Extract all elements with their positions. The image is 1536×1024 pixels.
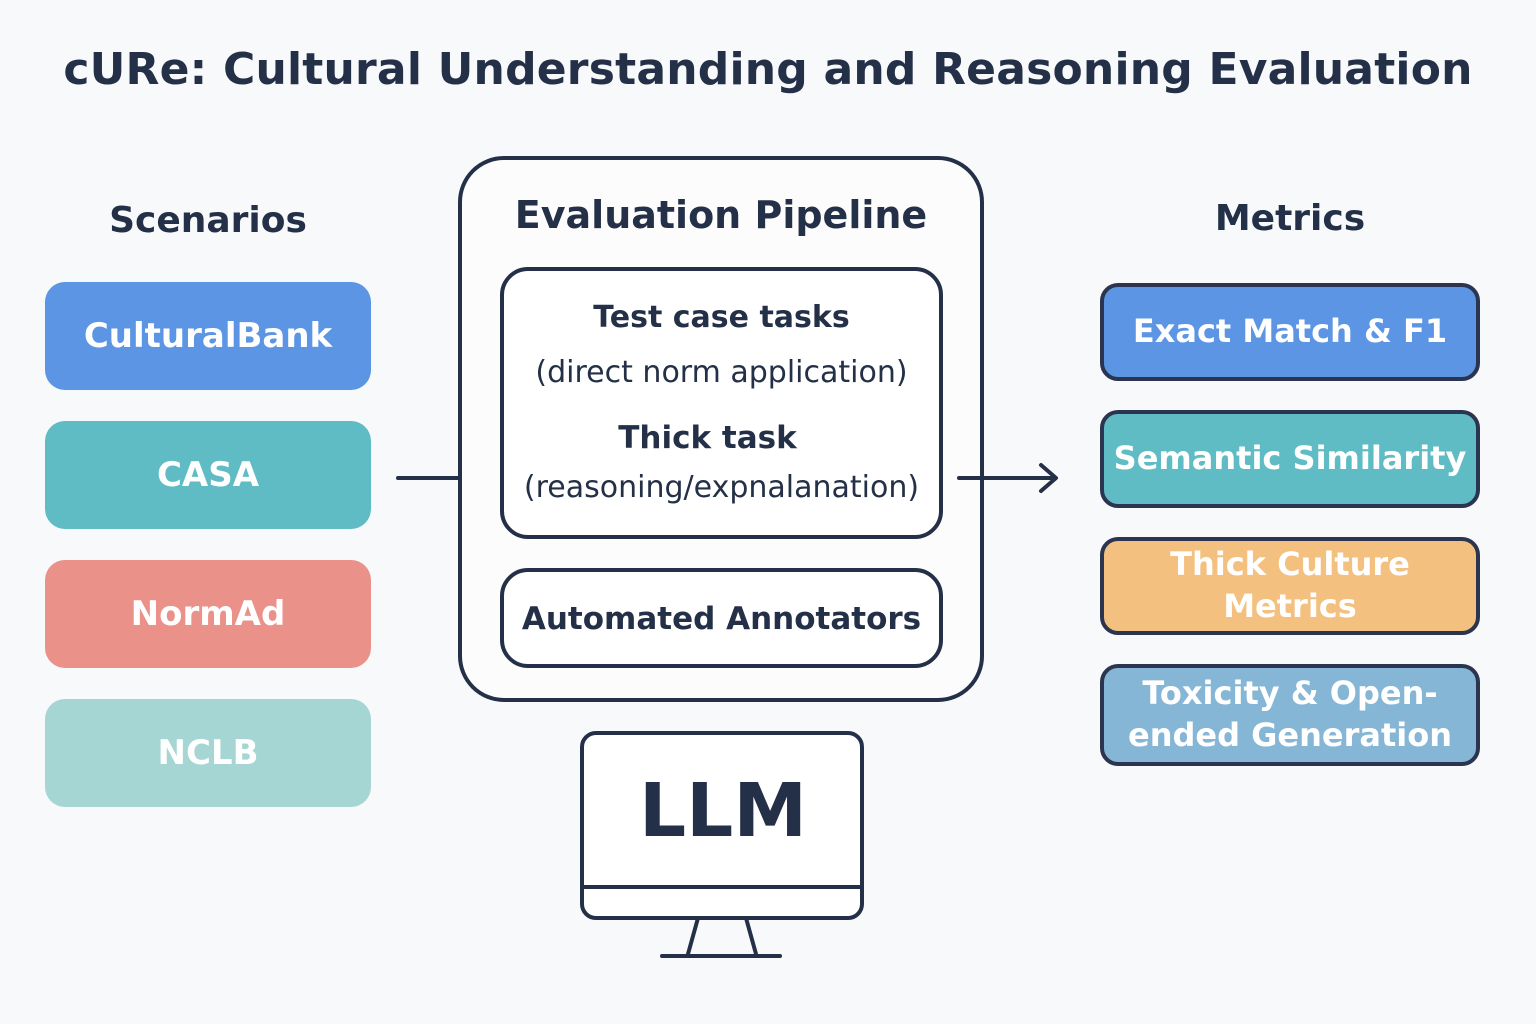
annotators-box <box>500 568 943 668</box>
diagram-title: cURe: Cultural Understanding and Reasoni… <box>63 44 1473 95</box>
scenarios-heading: Scenarios <box>109 200 307 241</box>
tasks-box <box>500 267 943 539</box>
metric-semantic-similarity: Semantic Similarity <box>1100 410 1480 508</box>
metric-toxicity-open-ended: Toxicity & Open-ended Generation <box>1100 664 1480 766</box>
scenario-casa: CASA <box>45 421 371 529</box>
pipeline-heading: Evaluation Pipeline <box>514 193 928 237</box>
task-test-case-subtitle: (direct norm application) <box>535 355 908 390</box>
scenario-nclb: NCLB <box>45 699 371 807</box>
metric-exact-match-f1: Exact Match & F1 <box>1100 283 1480 381</box>
task-test-case-title: Test case tasks <box>593 300 850 335</box>
metrics-heading: Metrics <box>1214 198 1366 239</box>
llm-label: LLM <box>639 768 807 854</box>
monitor-icon <box>580 731 864 958</box>
scenario-culturalbank: CulturalBank <box>45 282 371 390</box>
metric-thick-culture: Thick Culture Metrics <box>1100 537 1480 635</box>
scenario-normad: NormAd <box>45 560 371 668</box>
task-thick-subtitle: (reasoning/expnalanation) <box>523 470 920 505</box>
task-thick-title: Thick task <box>618 420 797 456</box>
annotators-label: Automated Annotators <box>521 601 922 637</box>
arrow-to-metrics <box>957 463 1058 493</box>
